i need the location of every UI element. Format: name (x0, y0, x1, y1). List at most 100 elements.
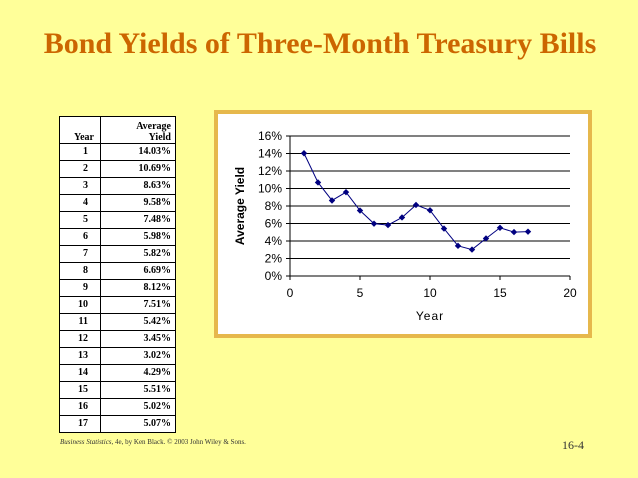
y-tick-label: 6% (265, 217, 283, 231)
y-tick-label: 4% (265, 234, 283, 248)
yield-cell: 5.82% (100, 245, 176, 263)
x-tick-label: 0 (287, 286, 294, 300)
year-cell: 9 (59, 279, 101, 297)
yield-cell: 4.29% (100, 364, 176, 382)
table-row: 13 3.02% (59, 347, 176, 365)
table-row: 9 8.12% (59, 279, 176, 297)
footer-book-title: Business Statistics (60, 438, 112, 446)
data-point (300, 150, 308, 157)
year-cell: 12 (59, 330, 101, 348)
data-point (482, 235, 490, 242)
y-axis-title: Average Yield (233, 167, 247, 245)
yield-cell: 3.02% (100, 347, 176, 365)
table-row: 8 6.69% (59, 262, 176, 280)
table-row: 16 5.02% (59, 398, 176, 416)
year-cell: 6 (59, 228, 101, 246)
yield-line-chart: 0% 2% 4% 6% 8% 10% 12% 14% 16% 0 5 10 15 20 Year Averag… (233, 129, 577, 323)
x-tick-label: 15 (493, 286, 507, 300)
table-row: 14 4.29% (59, 364, 176, 382)
yield-cell: 3.45% (100, 330, 176, 348)
table-row: 2 10.69% (59, 160, 176, 178)
year-cell: 2 (59, 160, 101, 178)
table-row: 4 9.58% (59, 194, 176, 212)
table-header-row: Year Average Yield (59, 116, 176, 144)
y-tick-label: 16% (258, 129, 282, 143)
data-point (412, 201, 420, 209)
year-cell: 7 (59, 245, 101, 263)
yield-cell: 7.48% (100, 211, 176, 229)
data-point (384, 221, 392, 229)
year-cell: 5 (59, 211, 101, 229)
year-cell: 4 (59, 194, 101, 212)
chart-area: 0% 2% 4% 6% 8% 10% 12% 14% 16% 0 5 10 15 20 Year Averag… (218, 114, 588, 334)
year-cell: 8 (59, 262, 101, 280)
y-tick-label: 14% (258, 147, 282, 161)
table-body: 1 14.03% 2 10.69% 3 8.63% 4 9.58% 5 7.48% 6 5.98% 7 5… (59, 143, 176, 433)
data-point (440, 225, 448, 232)
header-yield-line2: Yield (148, 132, 171, 143)
x-tick-label: 20 (563, 286, 577, 300)
table-row: 6 5.98% (59, 228, 176, 246)
header-yield-line1: Average (136, 121, 171, 132)
slide-title: Bond Yields of Three-Month Treasury Bill… (43, 27, 597, 60)
table-row: 12 3.45% (59, 330, 176, 348)
table-row: 1 14.03% (59, 143, 176, 161)
yield-cell: 14.03% (100, 143, 176, 161)
year-cell: 3 (59, 177, 101, 195)
table-row: 3 8.63% (59, 177, 176, 195)
y-tick-label: 10% (258, 182, 282, 196)
year-cell: 15 (59, 381, 101, 399)
page-number: 16-4 (562, 438, 584, 452)
header-average-yield: Average Yield (100, 116, 176, 144)
header-year: Year (59, 116, 101, 144)
footer-credit: Business Statistics, 4e, by Ken Black. ©… (60, 438, 246, 446)
data-point (356, 207, 364, 214)
yield-cell: 8.63% (100, 177, 176, 195)
year-cell: 11 (59, 313, 101, 331)
data-point (468, 246, 476, 253)
yield-cell: 5.07% (100, 415, 176, 433)
table-row: 17 5.07% (59, 415, 176, 433)
data-point (510, 228, 518, 236)
y-tick-label: 2% (265, 252, 283, 266)
x-tick-label: 5 (357, 286, 364, 300)
yield-cell: 7.51% (100, 296, 176, 314)
data-point (342, 188, 350, 196)
year-cell: 10 (59, 296, 101, 314)
data-point (426, 207, 434, 214)
x-axis-title: Year (416, 309, 444, 323)
data-point (454, 242, 462, 250)
table-row: 7 5.82% (59, 245, 176, 263)
year-cell: 13 (59, 347, 101, 365)
y-tick-label: 8% (265, 199, 283, 213)
footer-credit-rest: , 4e, by Ken Black. © 2003 John Wiley & … (111, 438, 246, 446)
year-cell: 1 (59, 143, 101, 161)
yield-cell: 9.58% (100, 194, 176, 212)
table-row: 11 5.42% (59, 313, 176, 331)
yield-cell: 5.51% (100, 381, 176, 399)
table-row: 15 5.51% (59, 381, 176, 399)
year-cell: 14 (59, 364, 101, 382)
data-point (524, 228, 532, 235)
data-point (314, 179, 322, 186)
data-point (398, 214, 406, 221)
chart-frame: 0% 2% 4% 6% 8% 10% 12% 14% 16% 0 5 10 15 20 Year Averag… (214, 110, 592, 338)
y-tick-label: 0% (265, 269, 283, 283)
data-point (496, 224, 504, 231)
year-cell: 17 (59, 415, 101, 433)
data-point (328, 197, 336, 204)
yield-cell: 5.98% (100, 228, 176, 246)
yield-table: Year Average Yield 1 14.03% 2 10.69% 3 8.63% 4… (59, 116, 176, 433)
series-line (303, 153, 529, 251)
year-cell: 16 (59, 398, 101, 416)
table-row: 10 7.51% (59, 296, 176, 314)
yield-cell: 5.02% (100, 398, 176, 416)
yield-cell: 6.69% (100, 262, 176, 280)
yield-cell: 5.42% (100, 313, 176, 331)
yield-cell: 10.69% (100, 160, 176, 178)
table-row: 5 7.48% (59, 211, 176, 229)
y-tick-label: 12% (258, 164, 282, 178)
data-point (370, 220, 378, 227)
x-tick-label: 10 (423, 286, 437, 300)
yield-cell: 8.12% (100, 279, 176, 297)
